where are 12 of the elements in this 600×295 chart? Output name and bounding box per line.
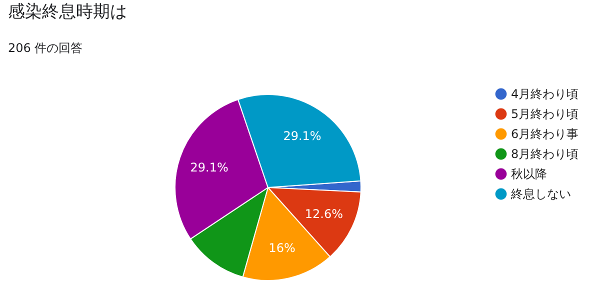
chart-title: 感染終息時期は	[8, 2, 127, 22]
data-label: 16%	[268, 240, 296, 255]
text: 206 件の回答	[8, 41, 83, 55]
legend-label: 5月終わり頃	[511, 107, 579, 121]
data-label: 29.1%	[190, 160, 228, 175]
data-label: 12.6%	[304, 207, 344, 222]
legend-label: 6月終わり事	[511, 127, 579, 141]
legend-label: 秋以降	[511, 167, 547, 181]
legend-label: 8月終わり頃	[511, 147, 579, 161]
legend-label: 終息しない	[510, 187, 571, 201]
data-label: 29.1%	[283, 128, 322, 143]
legend-label: 4月終わり頃	[511, 87, 579, 101]
